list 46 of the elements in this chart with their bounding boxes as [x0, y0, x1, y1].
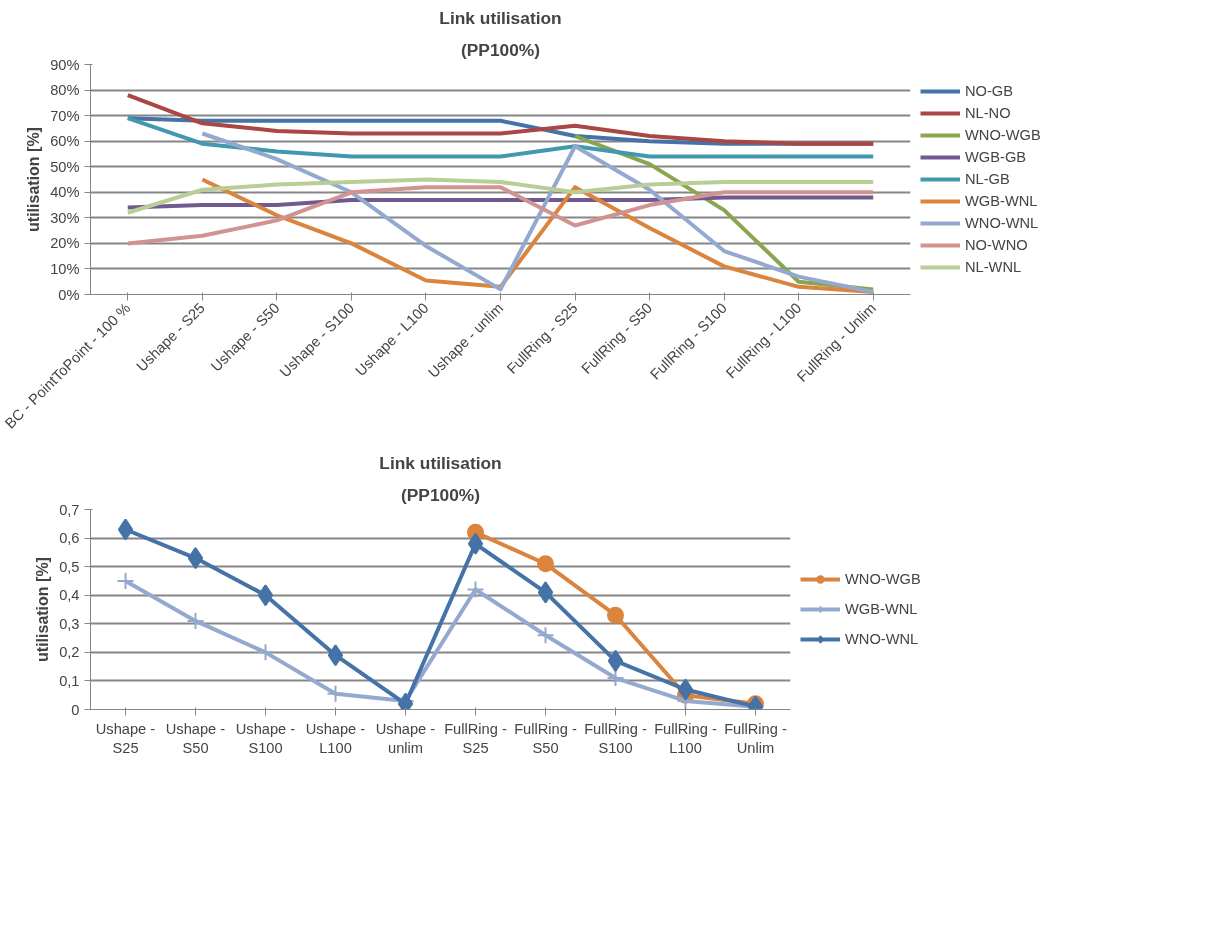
legend-label: WNO-WNL	[965, 215, 1039, 231]
legend-label: WNO-WGB	[965, 127, 1041, 143]
y-tick-label: 0	[71, 701, 80, 718]
y-tick-label: 50%	[50, 158, 80, 175]
y-tick-label: 30%	[50, 209, 80, 226]
y-tick-label: 0,6	[59, 530, 80, 547]
y-tick-label: 80%	[50, 82, 80, 99]
y-tick-label: 40%	[50, 184, 80, 201]
chart-title: Link utilisation	[379, 452, 502, 473]
x-tick-label: Ushape - S25	[95, 720, 156, 756]
legend-label: NO-WNO	[965, 237, 1028, 253]
y-tick-label: 0%	[58, 286, 80, 303]
y-tick-label: 0,1	[59, 672, 80, 689]
legend-label: WGB-WNL	[845, 601, 918, 617]
y-tick-label: 10%	[50, 260, 80, 277]
x-tick-label: FullRing - S25	[444, 720, 507, 756]
legend-label: WNO-WNL	[845, 631, 919, 647]
x-tick-label: Ushape - S50	[165, 720, 226, 756]
x-tick-label: Ushape - L100	[305, 720, 366, 756]
x-tick-label: FullRing - S100	[584, 720, 647, 756]
chart-title: Link utilisation	[439, 7, 562, 28]
y-tick-label: 0,4	[59, 587, 80, 604]
chart-subtitle: (PP100%)	[401, 484, 480, 505]
legend-label: NL-GB	[965, 171, 1010, 187]
y-tick-label: 90%	[50, 56, 80, 73]
legend-label: WNO-WGB	[845, 571, 921, 587]
legend-label: NL-WNL	[965, 259, 1022, 275]
chart-subtitle: (PP100%)	[461, 39, 540, 60]
y-tick-label: 0,7	[59, 501, 80, 518]
y-tick-label: 0,5	[59, 558, 80, 575]
y-tick-label: 20%	[50, 235, 80, 252]
x-tick-label: FullRing - S50	[514, 720, 577, 756]
x-tick-label: Ushape - S100	[235, 720, 296, 756]
y-axis-title: utilisation [%]	[34, 557, 52, 662]
legend-label: NO-GB	[965, 83, 1014, 99]
x-tick-label: Ushape - unlim	[375, 720, 436, 756]
y-axis-title: utilisation [%]	[25, 127, 43, 232]
legend-label: NL-NO	[965, 105, 1011, 121]
legend-label: WGB-GB	[965, 149, 1027, 165]
legend-label: WGB-WNL	[965, 193, 1038, 209]
y-tick-label: 0,2	[59, 644, 80, 661]
y-tick-label: 60%	[50, 133, 80, 150]
x-tick-label: FullRing - Unlim	[724, 720, 787, 756]
y-tick-label: 0,3	[59, 615, 80, 632]
y-tick-label: 70%	[50, 107, 80, 124]
x-tick-label: FullRing - L100	[654, 720, 717, 756]
